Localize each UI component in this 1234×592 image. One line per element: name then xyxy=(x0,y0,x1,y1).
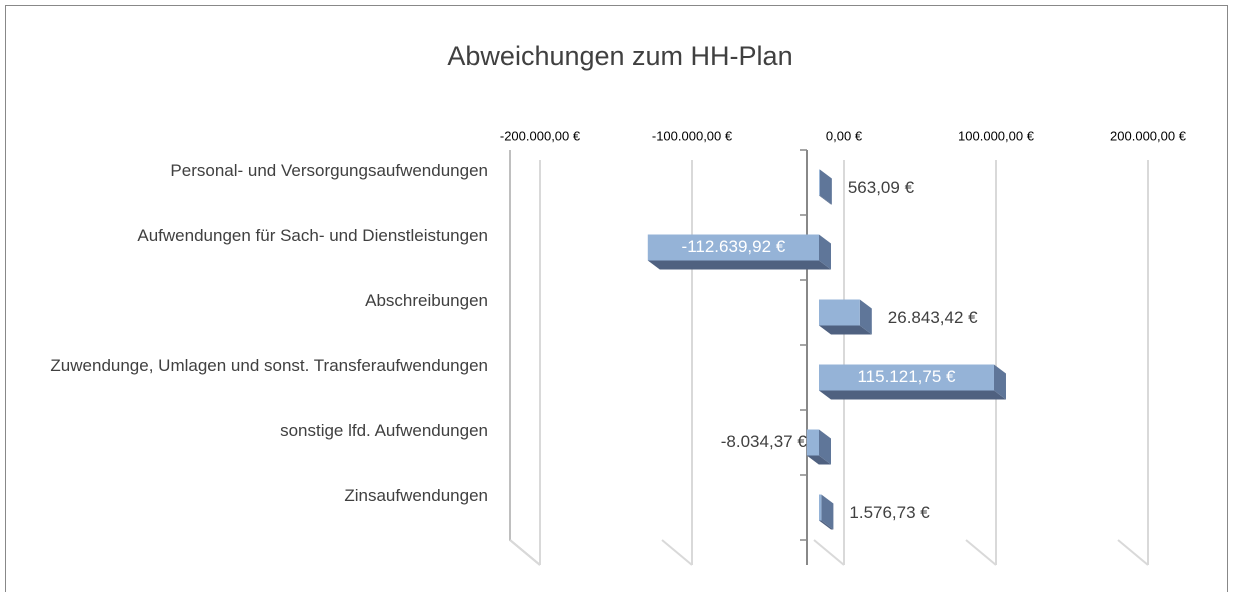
category-label: Aufwendungen für Sach- und Dienstleistun… xyxy=(18,224,488,247)
bar-side xyxy=(819,429,831,465)
bar-bottom xyxy=(819,325,872,335)
bar xyxy=(819,364,994,391)
category-label: Zuwendunge, Umlagen und sonst. Transfera… xyxy=(18,354,488,377)
data-label: 1.576,73 € xyxy=(849,503,930,522)
category-text: sonstige lfd. Aufwendungen xyxy=(280,421,488,440)
data-label: -8.034,37 € xyxy=(721,432,808,451)
category-label: Abschreibungen xyxy=(18,289,488,312)
category-text: Zuwendunge, Umlagen und sonst. Transfera… xyxy=(50,356,488,375)
category-label: Zinsaufwendungen xyxy=(18,484,488,507)
x-tick-label: 0,00 € xyxy=(826,128,863,143)
category-label: sonstige lfd. Aufwendungen xyxy=(18,419,488,442)
bar-side xyxy=(819,234,831,270)
data-label: 26.843,42 € xyxy=(888,308,978,327)
bar-bottom xyxy=(819,195,832,205)
chart-title: Abweichungen zum HH-Plan xyxy=(447,41,792,71)
bar-bottom xyxy=(819,390,1006,400)
chart-border xyxy=(5,5,1228,592)
x-tick-label: 100.000,00 € xyxy=(958,128,1035,143)
wall-edge xyxy=(509,150,541,566)
bar-bottom xyxy=(647,260,831,270)
floor-line xyxy=(813,539,845,566)
data-label: 563,09 € xyxy=(848,178,915,197)
category-text: Zinsaufwendungen xyxy=(344,486,488,505)
floor-line xyxy=(661,539,693,566)
bar-bottom xyxy=(806,455,831,465)
bar xyxy=(647,234,819,261)
bar-side xyxy=(819,169,832,205)
floor-line xyxy=(1117,539,1149,566)
bar-side xyxy=(821,494,834,530)
x-tick-label: -100.000,00 € xyxy=(652,128,733,143)
bar xyxy=(819,299,860,326)
category-label: Personal- und Versorgungsaufwendungen xyxy=(18,159,488,182)
floor-line xyxy=(509,539,541,566)
bar xyxy=(819,169,820,196)
floor-line xyxy=(965,539,997,566)
bar-side xyxy=(859,299,872,335)
x-tick-label: -200.000,00 € xyxy=(500,128,581,143)
bar xyxy=(819,494,822,521)
data-label: 115.121,75 € xyxy=(857,367,956,386)
bar-bottom xyxy=(819,520,834,530)
data-label: -112.639,92 € xyxy=(682,237,786,256)
category-text: Personal- und Versorgungsaufwendungen xyxy=(170,161,488,180)
x-tick-label: 200.000,00 € xyxy=(1110,128,1187,143)
category-text: Abschreibungen xyxy=(365,291,488,310)
bar-side xyxy=(993,364,1006,400)
bar xyxy=(806,429,819,456)
category-text: Aufwendungen für Sach- und Dienstleistun… xyxy=(137,226,488,245)
